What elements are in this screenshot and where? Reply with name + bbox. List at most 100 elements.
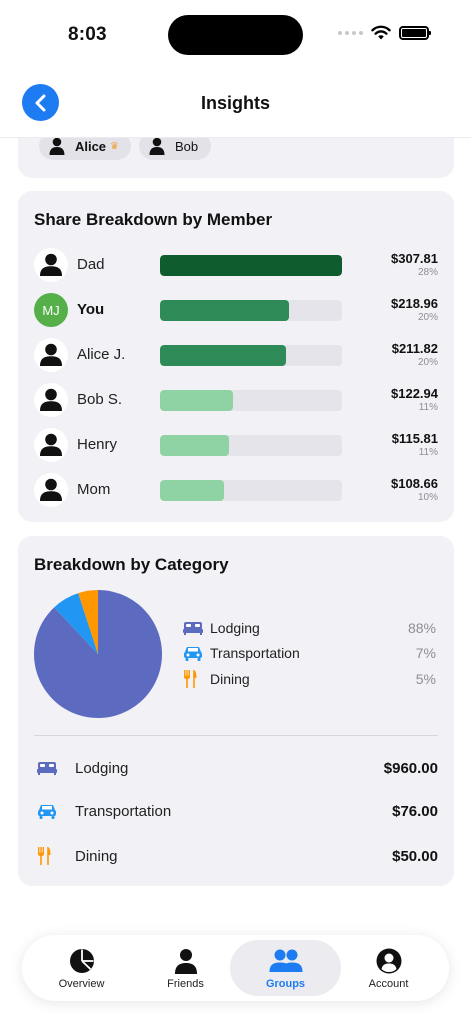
tab-friends[interactable]: Friends (130, 940, 241, 996)
tab-label: Groups (265, 978, 306, 990)
person-icon (34, 338, 68, 372)
signal-icon (338, 30, 363, 35)
tab-label: Friends (167, 978, 204, 990)
person-icon (34, 383, 68, 417)
status-time: 8:03 (68, 24, 107, 45)
chip-label: Bob (175, 138, 199, 154)
tab-account[interactable]: Account (333, 940, 444, 996)
status-icons (338, 25, 431, 40)
category-breakdown-card: Breakdown by Category Lodging 88% Transp… (18, 536, 454, 886)
avatar (34, 473, 68, 507)
category-label: Dining (75, 847, 118, 865)
legend-percent: 88% (407, 620, 436, 636)
category-label: Lodging (75, 759, 129, 777)
people-icon (269, 949, 302, 972)
category-total-row[interactable]: Dining $50.00 (34, 844, 438, 868)
share-bar-fill (160, 345, 286, 366)
share-bar-fill (160, 390, 233, 411)
fork-knife-icon (183, 670, 205, 688)
pie-chart-icon (69, 949, 94, 973)
tab-label: Overview (58, 978, 105, 990)
member-row[interactable]: Bob S. $122.94 11% (34, 383, 438, 419)
avatar (34, 383, 68, 417)
member-percent: 11% (418, 402, 438, 413)
share-bar (160, 255, 342, 276)
status-bar: 8:03 (0, 0, 471, 70)
pie-slice-dining (78, 590, 98, 654)
nav-background (0, 70, 471, 138)
divider (34, 735, 438, 736)
account-circle-icon (376, 948, 401, 974)
tab-label: Account (368, 978, 409, 990)
member-name: Alice J. (77, 346, 126, 363)
person-icon (34, 473, 68, 507)
member-amount: $307.81 (391, 251, 438, 266)
member-amount: $108.66 (391, 476, 438, 491)
category-breakdown-title: Breakdown by Category (34, 555, 229, 574)
battery-icon (399, 25, 431, 40)
share-breakdown-card: Share Breakdown by Member Dad $307.81 28… (18, 191, 454, 522)
member-amount: $211.82 (391, 341, 438, 356)
fork-knife-icon (37, 847, 75, 865)
nav-bar: Insights (0, 80, 471, 126)
pie-slice-transportation (54, 593, 98, 654)
member-row[interactable]: Dad $307.81 28% (34, 248, 438, 284)
member-amount: $218.96 (391, 296, 438, 311)
category-amount: $50.00 (392, 847, 438, 865)
bed-icon (37, 761, 75, 775)
back-button[interactable] (22, 84, 59, 121)
share-bar-fill (160, 255, 342, 276)
member-percent: 28% (417, 267, 438, 278)
share-bar (160, 300, 342, 321)
person-icon (34, 248, 68, 282)
member-row[interactable]: Alice J. $211.82 20% (34, 338, 438, 374)
share-breakdown-title: Share Breakdown by Member (34, 210, 273, 229)
member-amount: $115.81 (391, 431, 438, 446)
share-bar-fill (160, 300, 290, 321)
member-name: You (77, 301, 105, 318)
avatar (34, 338, 68, 372)
avatar: MJ (34, 293, 68, 327)
member-name: Bob S. (77, 391, 123, 408)
share-bar (160, 345, 342, 366)
dynamic-island (168, 15, 303, 55)
category-total-row[interactable]: Transportation $76.00 (34, 799, 438, 823)
category-pie-chart (33, 590, 162, 718)
member-percent: 20% (417, 312, 438, 323)
member-name: Dad (77, 256, 105, 273)
tab-overview[interactable]: Overview (26, 940, 137, 996)
person-icon (149, 137, 165, 155)
person-icon (174, 949, 197, 974)
member-amount: $122.94 (391, 386, 438, 401)
member-row[interactable]: Mom $108.66 10% (34, 473, 438, 509)
person-icon (49, 137, 65, 155)
crown-icon: ♛ (110, 140, 119, 152)
person-icon (34, 428, 68, 462)
legend-label: Transportation (210, 645, 300, 661)
member-percent: 20% (417, 357, 438, 368)
member-percent: 10% (417, 492, 438, 503)
legend-row: Lodging 88% (183, 618, 436, 638)
car-icon (37, 803, 75, 819)
avatar (34, 428, 68, 462)
member-percent: 11% (418, 447, 438, 458)
tab-groups[interactable]: Groups (230, 940, 341, 996)
legend-percent: 7% (415, 645, 436, 661)
legend-percent: 5% (415, 671, 436, 687)
category-total-row[interactable]: Lodging $960.00 (34, 756, 438, 780)
legend-label: Lodging (210, 620, 260, 636)
legend-label: Dining (210, 671, 250, 687)
share-bar (160, 390, 342, 411)
member-row[interactable]: Henry $115.81 11% (34, 428, 438, 464)
share-bar (160, 435, 342, 456)
tab-bar: Overview Friends Groups Account (22, 935, 449, 1001)
share-bar (160, 480, 342, 501)
avatar (34, 248, 68, 282)
chevron-left-icon (35, 94, 45, 111)
member-row[interactable]: MJ You $218.96 20% (34, 293, 438, 329)
member-name: Henry (77, 436, 118, 453)
wifi-icon (371, 25, 391, 40)
bed-icon (183, 621, 205, 635)
share-bar-fill (160, 480, 224, 501)
legend-row: Transportation 7% (183, 643, 436, 663)
